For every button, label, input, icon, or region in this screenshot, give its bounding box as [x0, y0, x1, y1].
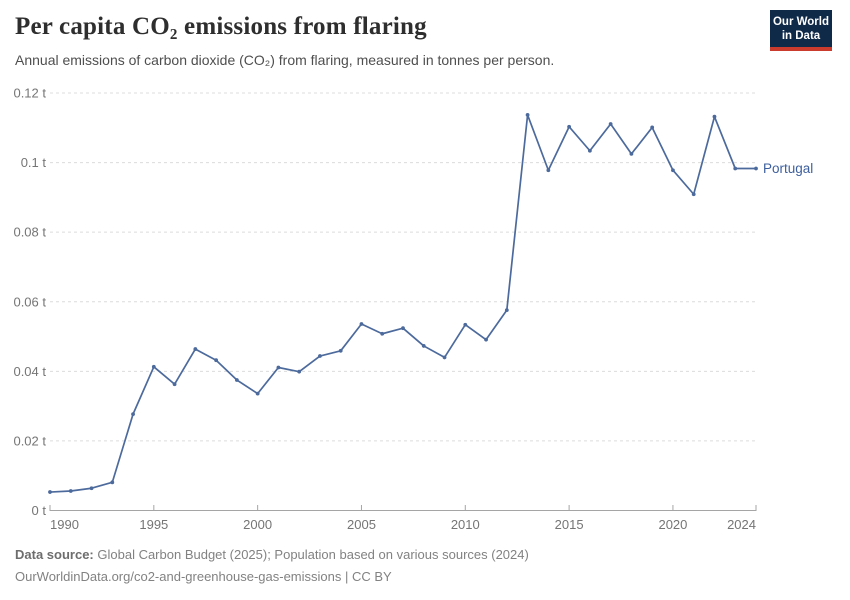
data-point[interactable]	[608, 122, 613, 126]
data-point[interactable]	[629, 151, 634, 156]
data-point[interactable]	[587, 148, 592, 153]
y-tick-label: 0.06 t	[13, 294, 46, 309]
data-point[interactable]	[546, 168, 551, 173]
data-point[interactable]	[276, 365, 281, 370]
data-point[interactable]	[151, 364, 156, 369]
data-point[interactable]	[214, 358, 219, 363]
x-tick-label: 2020	[658, 517, 687, 532]
data-point[interactable]	[338, 348, 343, 353]
data-point[interactable]	[442, 355, 447, 360]
data-point[interactable]	[48, 490, 52, 494]
data-point[interactable]	[504, 308, 509, 312]
series-line	[49, 114, 756, 493]
data-point[interactable]	[567, 124, 572, 129]
data-point[interactable]	[401, 326, 405, 331]
license-line: OurWorldinData.org/co2-and-greenhouse-ga…	[15, 569, 392, 584]
data-point[interactable]	[172, 382, 177, 387]
y-tick-label: 0.04 t	[13, 364, 46, 379]
y-tick-label: 0.08 t	[13, 225, 46, 240]
data-point[interactable]	[733, 166, 738, 171]
series-label-portugal[interactable]: Portugal	[763, 161, 813, 176]
y-tick-label: 0 t	[32, 503, 47, 518]
x-axis	[49, 505, 757, 511]
data-point[interactable]	[754, 166, 758, 171]
data-point[interactable]	[525, 113, 530, 117]
data-point[interactable]	[234, 378, 239, 382]
data-point[interactable]	[68, 489, 73, 493]
owid-logo[interactable]: Our World in Data	[770, 10, 832, 51]
y-tick-label: 0.1 t	[21, 155, 47, 170]
data-point[interactable]	[318, 354, 322, 358]
owid-logo-line1: Our World	[772, 16, 829, 28]
data-source-label: Data source:	[15, 547, 94, 562]
chart-footer: Data source: Global Carbon Budget (2025)…	[15, 544, 529, 588]
data-point[interactable]	[359, 322, 364, 326]
data-source-text: Global Carbon Budget (2025); Population …	[97, 547, 529, 562]
data-point[interactable]	[671, 168, 675, 173]
data-point[interactable]	[89, 486, 94, 491]
data-point[interactable]	[484, 337, 488, 342]
data-point[interactable]	[255, 391, 260, 396]
page-title: Per capita CO₂ emissions from flaring	[15, 13, 427, 40]
data-point[interactable]	[691, 192, 696, 197]
data-point[interactable]	[131, 412, 135, 417]
owid-logo-line2: in Data	[781, 30, 821, 43]
x-tick-label: 2000	[243, 517, 272, 532]
data-point[interactable]	[297, 369, 302, 374]
data-point[interactable]	[110, 480, 115, 485]
x-tick-label: 2015	[555, 517, 584, 532]
x-tick-label: 1990	[50, 517, 79, 532]
chart-subtitle: Annual emissions of carbon dioxide (CO₂)…	[15, 52, 555, 68]
data-point[interactable]	[193, 347, 198, 351]
data-point[interactable]	[463, 322, 468, 327]
y-tick-label: 0.12 t	[13, 86, 46, 101]
x-tick-label: 2024	[727, 517, 756, 532]
x-tick-label: 2010	[451, 517, 480, 532]
data-point[interactable]	[421, 344, 426, 348]
y-tick-label: 0.02 t	[13, 433, 46, 448]
data-point[interactable]	[712, 114, 717, 119]
x-tick-label: 1995	[139, 517, 168, 532]
data-source-line: Data source: Global Carbon Budget (2025)…	[15, 544, 529, 566]
data-point[interactable]	[380, 331, 385, 336]
x-tick-label: 2005	[347, 517, 376, 532]
data-point[interactable]	[650, 125, 655, 130]
